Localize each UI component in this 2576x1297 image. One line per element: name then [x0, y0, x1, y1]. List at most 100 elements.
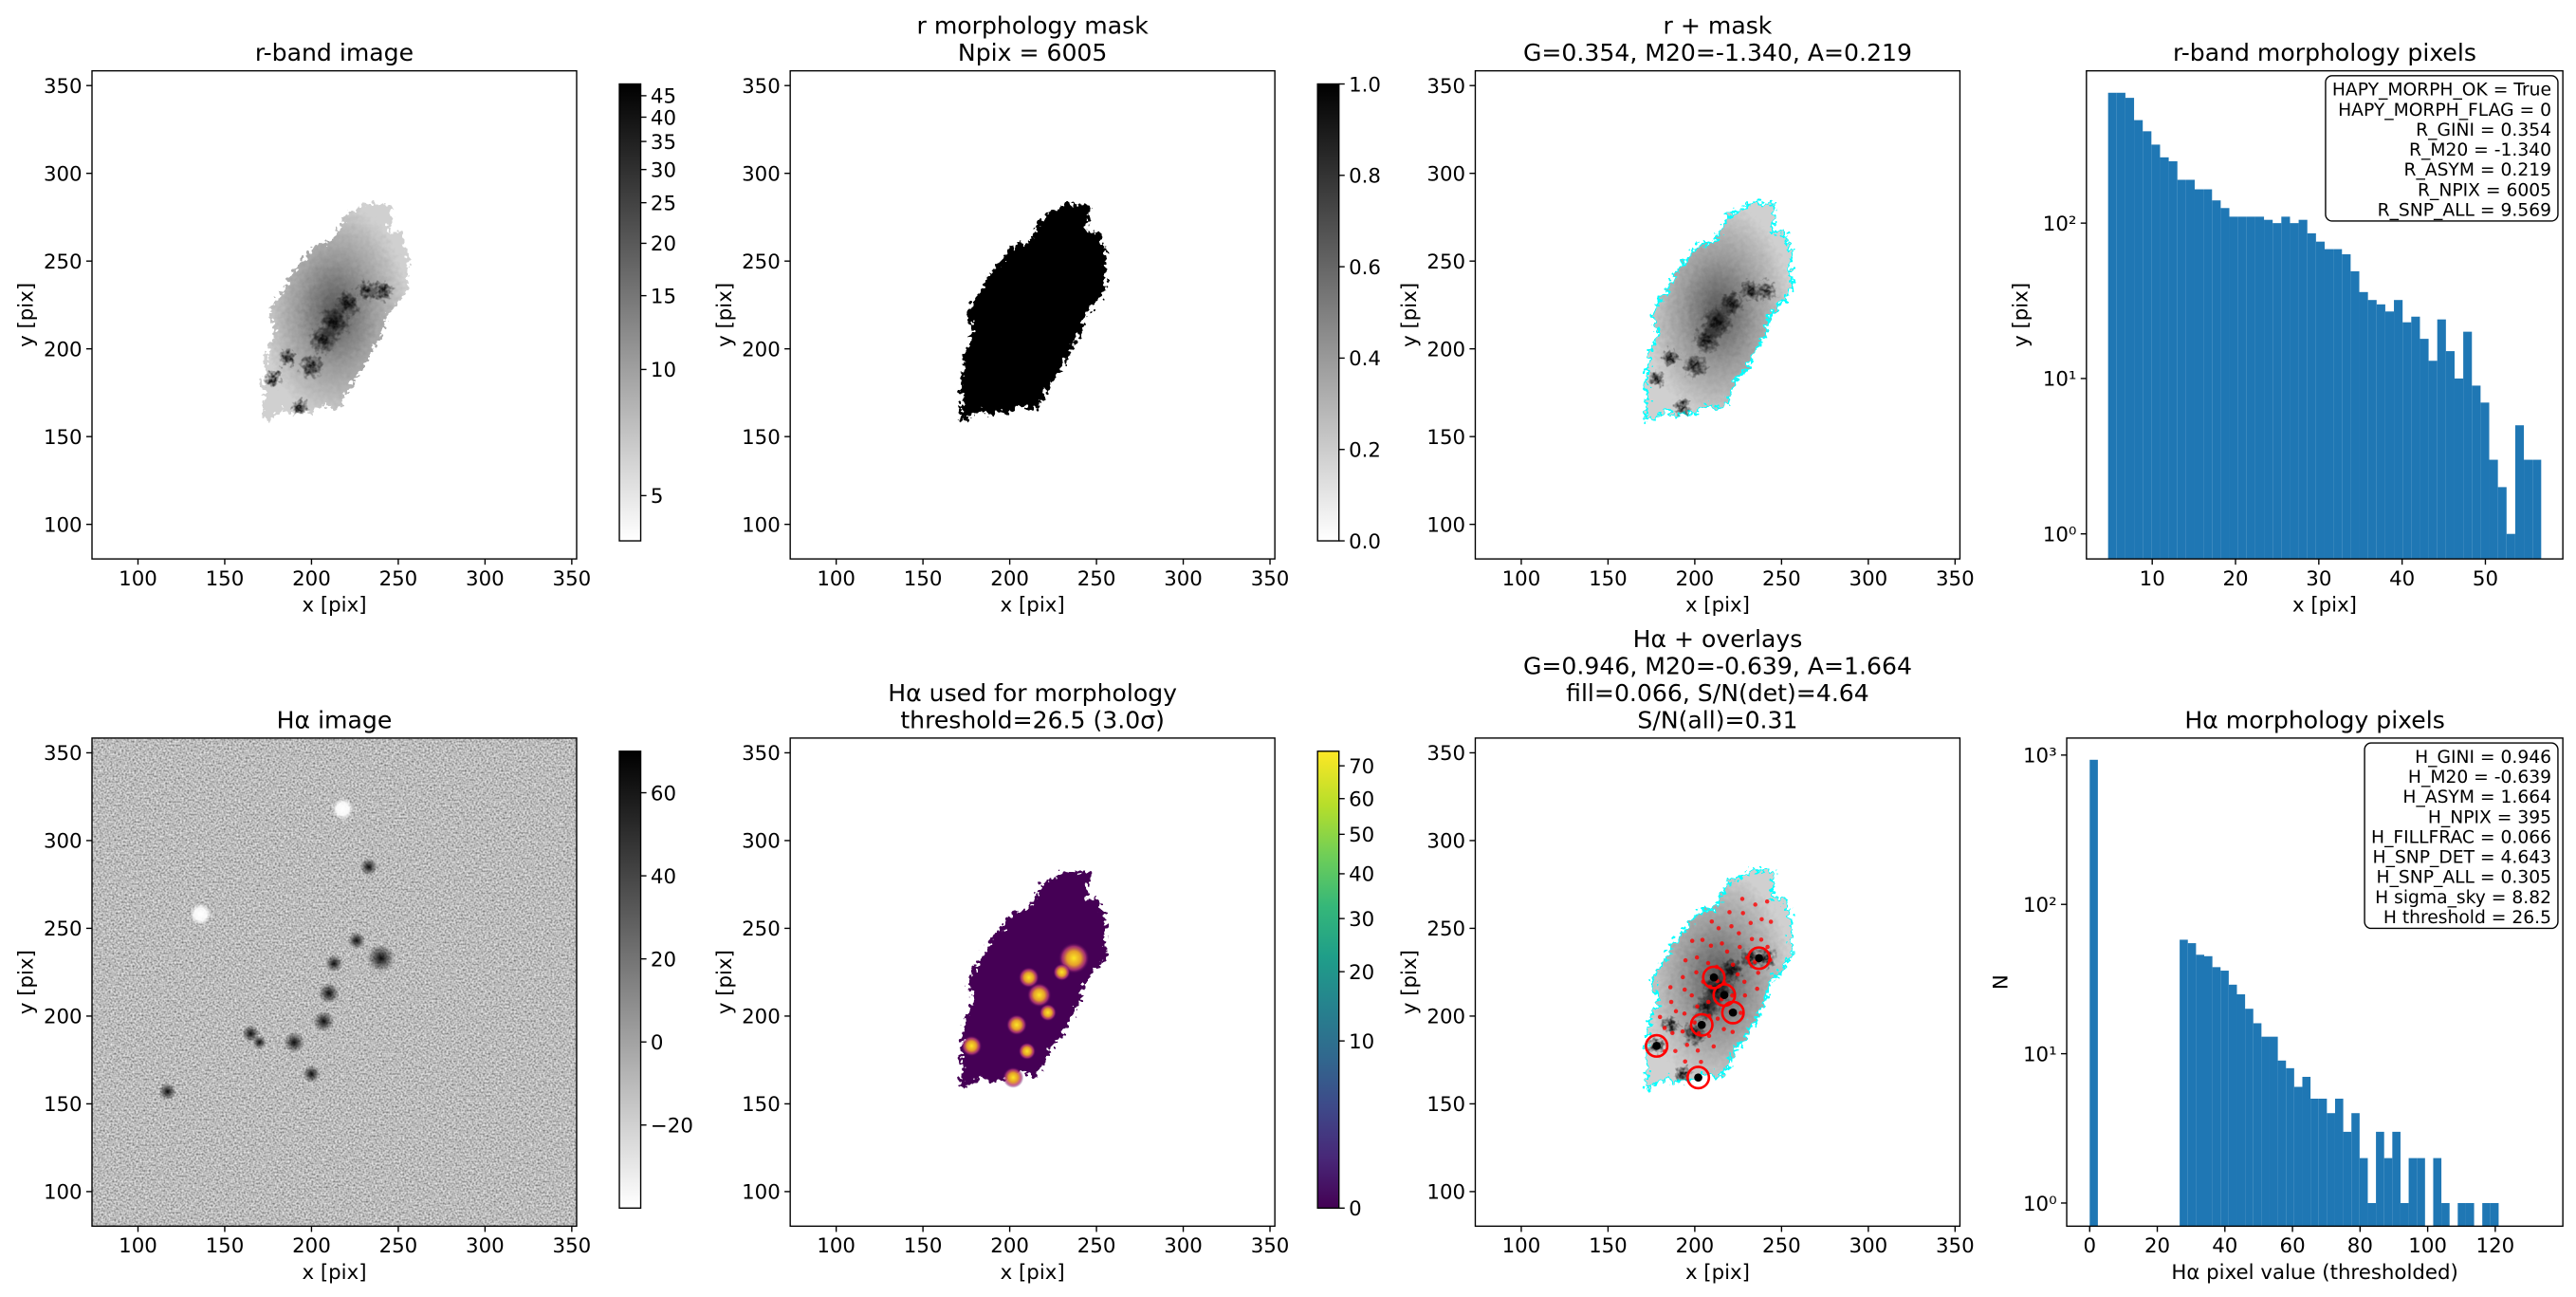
x-tick-label: 10	[2140, 567, 2165, 591]
bar	[2333, 249, 2343, 560]
bar	[2334, 1098, 2344, 1227]
overlay-mark	[1657, 1014, 1663, 1020]
overlay-peak	[1697, 1020, 1706, 1029]
bar	[2411, 316, 2420, 560]
image-feature	[359, 858, 377, 876]
bar	[2437, 319, 2446, 560]
annotation-text: HAPY_MORPH_FLAG = 0	[2338, 101, 2551, 120]
image-feature	[1039, 1004, 1058, 1022]
annotation-text: H_GINI = 0.946	[2415, 748, 2551, 768]
bar	[2359, 1158, 2368, 1227]
overlay-mark	[1748, 920, 1754, 926]
image-feature	[1755, 280, 1776, 302]
annotation-text: H sigma_sky = 8.82	[2375, 888, 2551, 908]
x-tick-label: 100	[2408, 1234, 2447, 1258]
colorbar-tick-label: 30	[1349, 908, 1374, 932]
overlay-contour	[1685, 1065, 1711, 1090]
axes-frame	[91, 69, 578, 560]
image-feature	[1005, 1014, 1027, 1036]
image-feature	[318, 306, 350, 339]
x-tick-label: 350	[1936, 567, 1975, 591]
chart-title: Npix = 6005	[958, 39, 1107, 66]
x-tick-label: 20	[2144, 1234, 2170, 1258]
axes-frame	[2066, 737, 2564, 1228]
x-tick-label: 150	[904, 567, 943, 591]
x-tick-label: 250	[1762, 567, 1801, 591]
bar	[2392, 1131, 2401, 1227]
x-tick-label: 300	[1164, 1234, 1203, 1258]
x-tick-label: 300	[1849, 1234, 1888, 1258]
colorbar-tick-label: 0.0	[1349, 530, 1381, 554]
overlay-mark	[1737, 931, 1741, 936]
y-axis-label: y [pix]	[713, 950, 737, 1014]
colorbar	[618, 750, 642, 1209]
x-tick-label: 250	[379, 567, 418, 591]
bar	[2212, 967, 2221, 1227]
overlay-mark	[1727, 910, 1732, 915]
overlay-mark	[1695, 1048, 1701, 1053]
axes-frame	[789, 737, 1276, 1228]
image-feature	[356, 280, 377, 302]
y-tick-label: 350	[742, 75, 781, 99]
overlay-mark	[1705, 999, 1711, 1005]
annotation-text: H_SNP_DET = 4.643	[2373, 848, 2552, 868]
bar	[2441, 1202, 2450, 1227]
bar	[2220, 971, 2229, 1227]
y-tick-label: 100	[742, 1181, 781, 1205]
y-tick-label: 10⁰	[2043, 524, 2077, 547]
chart-title: G=0.946, M20=-0.639, A=1.664	[1523, 652, 1912, 679]
bar	[2350, 270, 2360, 560]
bar	[2229, 216, 2238, 560]
panel: 100 150 200 250 300 350 100 150 200 250 300 350 x [p…	[15, 39, 676, 617]
chart-title: Hα image	[277, 707, 393, 734]
image-feature	[1026, 982, 1052, 1008]
axes-frame	[1474, 737, 1961, 1228]
colorbar-tick-label: 60	[651, 782, 676, 806]
overlay-mark	[1682, 1011, 1687, 1016]
image-feature	[1755, 947, 1776, 969]
bar	[2343, 1131, 2352, 1227]
y-tick-label: 100	[44, 513, 83, 537]
image-feature	[313, 1010, 335, 1032]
image-feature	[1018, 1042, 1037, 1061]
image-feature	[1662, 348, 1680, 367]
image-feature	[332, 798, 354, 820]
bar	[2514, 425, 2525, 560]
overlay-mark	[1699, 1059, 1703, 1065]
bar	[2318, 1098, 2328, 1227]
x-tick-label: 100	[1502, 1234, 1541, 1258]
chart-title: threshold=26.5 (3.0σ)	[900, 707, 1165, 734]
bar	[2134, 120, 2144, 560]
bar	[2116, 92, 2125, 560]
annotation-text: R_SNP_ALL = 9.569	[2378, 200, 2551, 220]
overlay-mark	[1753, 902, 1757, 907]
image-feature	[265, 369, 283, 388]
overlay-mark	[1729, 923, 1734, 929]
bar	[2293, 1086, 2303, 1227]
image-feature	[290, 398, 308, 416]
overlay-mark	[1662, 1026, 1667, 1030]
image-layer	[1644, 868, 1794, 1090]
image-feature	[1673, 398, 1692, 416]
y-tick-label: 100	[1426, 513, 1465, 537]
bar	[2310, 1098, 2319, 1227]
bar	[2454, 378, 2464, 560]
y-tick-label: 250	[44, 250, 83, 274]
y-tick-label: 350	[1426, 75, 1465, 99]
bar	[2246, 216, 2255, 560]
bar	[2151, 144, 2161, 560]
bar	[2327, 1113, 2335, 1227]
bar	[2524, 459, 2533, 560]
overlay-mark	[1739, 897, 1745, 901]
bar	[2351, 1113, 2360, 1227]
chart-title: Hα used for morphology	[888, 679, 1177, 707]
overlay-mark	[1700, 937, 1705, 942]
colorbar-tick-label: 0.6	[1349, 256, 1381, 280]
image-feature	[1003, 1066, 1024, 1088]
chart-title: Hα morphology pixels	[2184, 707, 2444, 734]
y-tick-label: 200	[1426, 338, 1465, 361]
overlay-contour	[1645, 1033, 1669, 1058]
bar	[2342, 254, 2351, 560]
image-feature	[303, 1065, 321, 1084]
